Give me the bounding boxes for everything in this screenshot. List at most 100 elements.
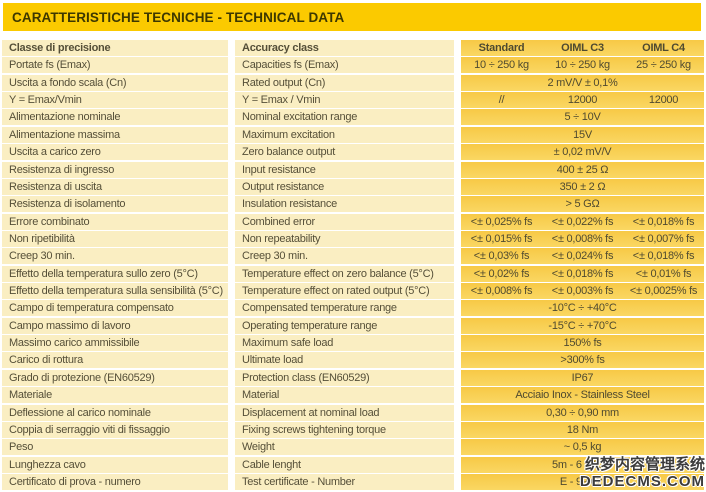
value-cell: 12000 [567, 94, 598, 107]
value-cells: -15°C ÷ +70°C [461, 317, 704, 334]
row-label-en: Compensated temperature range [235, 300, 454, 317]
value-span: ± 0,02 mV/V [553, 146, 612, 159]
row-label-en: Cable lenght [235, 456, 454, 473]
row-label-en: Y = Emax / Vmin [235, 92, 454, 109]
table-row: Massimo carico ammissibile Maximum safe l… [2, 335, 704, 352]
table-row: Errore combinato Combined error <± 0,025% … [2, 213, 704, 230]
value-cells: 18 Nm [461, 421, 704, 438]
row-label-it: Uscita a fondo scala (Cn) [2, 74, 228, 91]
row-label-it: Errore combinato [2, 213, 228, 230]
row-label-en: Zero balance output [235, 144, 454, 161]
value-span: 5m - 6 x 0,14 [552, 458, 613, 471]
value-cell: <± 0,025% fs [470, 215, 533, 228]
row-label-en: Operating temperature range [235, 317, 454, 334]
value-cell: <± 0,03% fs [473, 250, 530, 263]
row-label-en: Capacities fs (Emax) [235, 57, 454, 74]
value-cells: <± 0,015% fs <± 0,008% fs <± 0,007% fs [461, 230, 704, 247]
table-row: Non ripetibilità Non repeatability <± 0,01… [2, 230, 704, 247]
row-label-en: Displacement at nominal load [235, 404, 454, 421]
row-label-it: Deflessione al carico nominale [2, 404, 228, 421]
row-label-it: Alimentazione massima [2, 126, 228, 143]
row-label-en: Ultimate load [235, 352, 454, 369]
table-row: Alimentazione massima Maximum excitation 1… [2, 126, 704, 143]
row-label-en: Protection class (EN60529) [235, 369, 454, 386]
table-row: Creep 30 min. Creep 30 min. <± 0,03% fs <± … [2, 248, 704, 265]
value-span: >300% fs [560, 354, 605, 367]
value-cell: <± 0,01% fs [635, 267, 692, 280]
table-row: Effetto della temperatura sulla sensibil… [2, 283, 704, 300]
table-row: Resistenza di isolamento Insulation resis… [2, 196, 704, 213]
value-cells: Acciaio Inox - Stainless Steel [461, 387, 704, 404]
value-cells: > 5 GΩ [461, 196, 704, 213]
row-label-en: Non repeatability [235, 230, 454, 247]
value-cell: 10 ÷ 250 kg [474, 59, 529, 72]
row-label-en: Material [235, 387, 454, 404]
row-label-it: Creep 30 min. [2, 248, 228, 265]
value-cell: <± 0,018% fs [632, 250, 695, 263]
row-label-it: Resistenza di uscita [2, 178, 228, 195]
row-label-it: Lunghezza cavo [2, 456, 228, 473]
value-cells: ~ 0,5 kg [461, 439, 704, 456]
value-cells: ± 0,02 mV/V [461, 144, 704, 161]
row-label-it: Resistenza di isolamento [2, 196, 228, 213]
row-label-it: Peso [2, 439, 228, 456]
row-label-it: Y = Emax/Vmin [2, 92, 228, 109]
title-bar: CARATTERISTICHE TECNICHE - TECHNICAL DAT… [3, 3, 701, 31]
value-span: Acciaio Inox - Stainless Steel [515, 389, 650, 402]
value-span: > 5 GΩ [565, 198, 600, 211]
value-cells: Standard OIML C3 OIML C4 [461, 40, 704, 56]
value-cells: IP67 [461, 369, 704, 386]
row-label-en: Insulation resistance [235, 196, 454, 213]
value-cells: 0,30 ÷ 0,90 mm [461, 404, 704, 421]
value-cells: 5 ÷ 10V [461, 109, 704, 126]
value-cell: <± 0,007% fs [632, 232, 695, 245]
page-title: CARATTERISTICHE TECNICHE - TECHNICAL DAT… [12, 9, 345, 25]
value-cell: <± 0,015% fs [470, 232, 533, 245]
value-cells: >300% fs [461, 352, 704, 369]
row-label-en: Maximum excitation [235, 126, 454, 143]
value-cells: 2 mV/V ± 0,1% [461, 74, 704, 91]
value-cell: <± 0,008% fs [551, 232, 614, 245]
table-row: Resistenza di uscita Output resistance 350… [2, 178, 704, 195]
table-row: Uscita a fondo scala (Cn) Rated output (C… [2, 74, 704, 91]
row-label-it: Uscita a carico zero [2, 144, 228, 161]
row-label-en: Temperature effect on rated output (5°C) [235, 283, 454, 300]
value-cells: <± 0,03% fs <± 0,024% fs <± 0,018% fs [461, 248, 704, 265]
value-cells: 350 ± 2 Ω [461, 178, 704, 195]
table-row: Lunghezza cavo Cable lenght 5m - 6 x 0,14 [2, 456, 704, 473]
table-row: Carico di rottura Ultimate load >300% fs [2, 352, 704, 369]
row-label-it: Coppia di serraggio viti di fissaggio [2, 421, 228, 438]
table-header-row: Classe di precisione Accuracy class Standa… [2, 40, 704, 56]
value-span: 0,30 ÷ 0,90 mm [546, 406, 619, 419]
value-cells: 5m - 6 x 0,14 [461, 456, 704, 473]
value-span: IP67 [571, 371, 594, 384]
table-row: Peso Weight ~ 0,5 kg [2, 439, 704, 456]
value-cells: -10°C ÷ +40°C [461, 300, 704, 317]
value-cells: <± 0,008% fs <± 0,003% fs <± 0,0025% fs [461, 283, 704, 300]
value-column-header: OIML C4 [642, 42, 685, 54]
row-label-it: Carico di rottura [2, 352, 228, 369]
row-label-en: Weight [235, 439, 454, 456]
value-cells: E - 99.02. [461, 473, 704, 490]
table-row: Uscita a carico zero Zero balance output ±… [2, 144, 704, 161]
value-cell: <± 0,008% fs [470, 285, 533, 298]
value-cell: <± 0,018% fs [551, 267, 614, 280]
value-cells: 150% fs [461, 335, 704, 352]
value-cells: 15V [461, 126, 704, 143]
value-cells: <± 0,02% fs <± 0,018% fs <± 0,01% fs [461, 265, 704, 282]
table-row: Y = Emax/Vmin Y = Emax / Vmin // 12000 12000 [2, 92, 704, 109]
table-row: Certificato di prova - numero Test certif… [2, 473, 704, 490]
value-span: 5 ÷ 10V [564, 111, 601, 124]
row-label-en: Output resistance [235, 178, 454, 195]
row-label-en: Fixing screws tightening torque [235, 421, 454, 438]
table-row: Grado di protezione (EN60529) Protection … [2, 369, 704, 386]
value-column-header: OIML C3 [561, 42, 604, 54]
value-cell: <± 0,018% fs [632, 215, 695, 228]
row-label-en: Rated output (Cn) [235, 74, 454, 91]
value-column-header: Standard [478, 42, 525, 54]
row-label-it: Massimo carico ammissibile [2, 335, 228, 352]
value-span: E - 99.02. [559, 475, 606, 488]
row-label-it: Non ripetibilità [2, 230, 228, 247]
row-label-en: Input resistance [235, 161, 454, 178]
value-cell: <± 0,0025% fs [629, 285, 698, 298]
